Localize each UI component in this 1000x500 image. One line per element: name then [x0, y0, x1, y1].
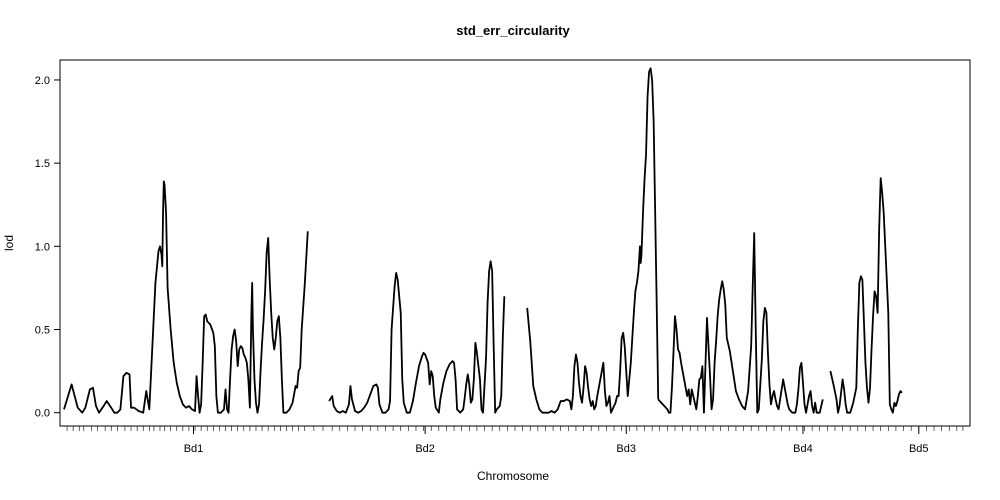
lod-line-bd1 [63, 180, 309, 414]
x-tick-label: Bd1 [184, 443, 204, 455]
x-tick-label: Bd2 [415, 443, 435, 455]
marker-rug [66, 426, 964, 431]
y-tick-label: 1.5 [35, 158, 50, 170]
y-axis: 0.0 0.5 1.0 1.5 2.0 [35, 75, 60, 420]
chart-title: std_err_circularity [456, 23, 570, 38]
x-tick-label: Bd3 [616, 443, 636, 455]
y-tick-label: 0.0 [35, 408, 50, 420]
x-axis: Bd1 Bd2 Bd3 Bd4 Bd5 [184, 426, 929, 455]
y-tick-label: 0.5 [35, 325, 50, 337]
x-axis-label: Chromosome [477, 469, 549, 483]
y-axis-label: lod [2, 235, 16, 251]
lod-line-bd2 [328, 260, 506, 414]
plot-frame [59, 59, 971, 427]
lod-line-bd3 [526, 67, 660, 414]
y-tick-label: 2.0 [35, 75, 50, 87]
x-tick-label: Bd5 [909, 443, 929, 455]
lod-line-bd5 [829, 177, 903, 414]
x-tick-label: Bd4 [793, 443, 813, 455]
y-tick-label: 1.0 [35, 241, 50, 253]
lod-curves [63, 67, 903, 414]
lod-line-bd4 [657, 232, 824, 414]
